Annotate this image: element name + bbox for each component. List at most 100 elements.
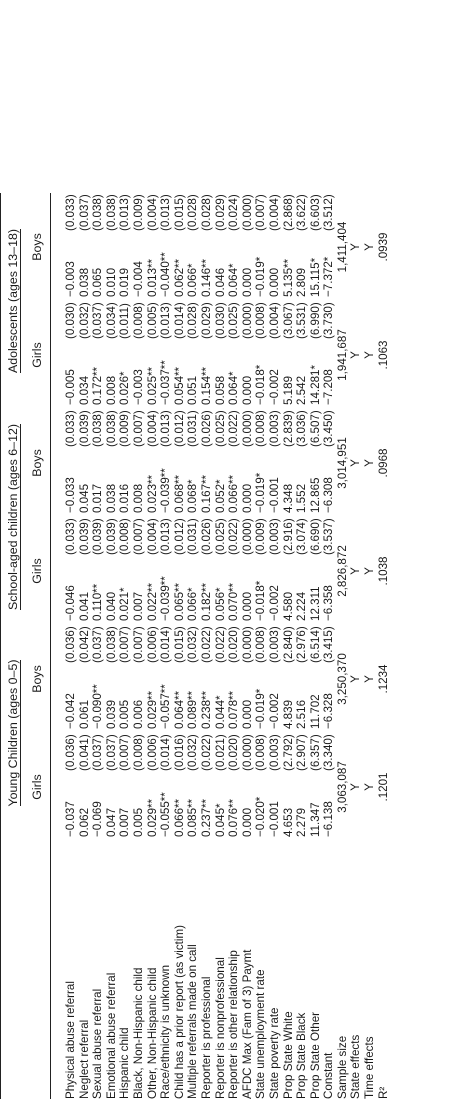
footer-value: .1038 bbox=[376, 556, 390, 586]
std-error-cell: (2.907) bbox=[295, 734, 309, 771]
std-error-cell: (0.037) bbox=[91, 302, 105, 339]
table-row: Emotional abuse referral 0.047 (0.037) 0.03… bbox=[105, 193, 119, 1099]
coefficient-cell: −7.372* bbox=[322, 256, 336, 297]
std-error-cell: (2.976) bbox=[295, 626, 309, 663]
std-error-cell: (3.531) bbox=[295, 302, 309, 339]
coefficient-cell: −0.069 bbox=[91, 801, 105, 837]
std-error-cell: (0.031) bbox=[186, 410, 200, 447]
footer-label: Sample size bbox=[335, 1035, 349, 1099]
table-row: Prop State Black 2.279 (2.907) 2.516 (2.976)… bbox=[295, 193, 309, 1099]
footer-value: .1063 bbox=[376, 340, 390, 370]
std-error-cell: (0.014) bbox=[159, 734, 173, 771]
std-error-cell: (0.008) bbox=[254, 302, 268, 339]
table-row: Multiple referrals made on call 0.085** (0… bbox=[186, 193, 200, 1099]
footer-value: Y bbox=[363, 459, 377, 467]
std-error-cell: (0.003) bbox=[267, 734, 281, 771]
coefficient-cell: −0.019* bbox=[254, 256, 268, 297]
row-label: Race/ethnicity is unknown bbox=[159, 964, 173, 1099]
coefficient-cell: 0.182** bbox=[199, 582, 213, 621]
coefficient-cell: 0.000 bbox=[240, 267, 254, 297]
coefficient-cell: 0.078** bbox=[227, 690, 241, 729]
std-error-cell: (0.009) bbox=[131, 194, 145, 231]
std-error-cell: (0.028) bbox=[199, 194, 213, 231]
corner-cell bbox=[3, 841, 25, 1099]
coefficient-cell: 0.000 bbox=[240, 591, 254, 621]
coefficient-cell: 0.038 bbox=[104, 483, 118, 513]
coefficient-cell: 0.000 bbox=[240, 375, 254, 405]
std-error-cell: (0.025) bbox=[213, 410, 227, 447]
std-error-cell: (0.005) bbox=[145, 302, 159, 339]
std-error-cell: (0.022) bbox=[199, 734, 213, 771]
std-error-cell: (0.026) bbox=[199, 518, 213, 555]
coefficient-cell: −0.033 bbox=[64, 477, 77, 513]
std-error-cell: (0.036) bbox=[64, 734, 77, 771]
std-error-cell: (0.008) bbox=[254, 626, 268, 663]
coefficient-cell: 0.000 bbox=[240, 483, 254, 513]
std-error-cell: (0.000) bbox=[240, 518, 254, 555]
coefficient-cell: 0.045* bbox=[213, 803, 227, 837]
coefficient-cell: 0.005 bbox=[118, 699, 132, 729]
coefficient-cell: 0.021* bbox=[118, 587, 132, 621]
row-label: Neglect referral bbox=[77, 1019, 91, 1099]
row-label: Reporter is professional bbox=[199, 976, 213, 1099]
std-error-cell: (2.868) bbox=[281, 194, 295, 231]
footer-value: Y bbox=[363, 783, 377, 791]
std-error-cell: (0.015) bbox=[172, 626, 186, 663]
coefficient-cell: 0.066** bbox=[227, 474, 241, 513]
std-error-cell: (2.792) bbox=[281, 734, 295, 771]
footer-value: Y bbox=[349, 783, 363, 791]
coefficient-cell: −0.037 bbox=[64, 801, 77, 837]
std-error-cell: (0.038) bbox=[91, 194, 105, 231]
table-row: State unemployment rate −0.020* (0.008) −0.… bbox=[254, 193, 268, 1099]
std-error-cell: (0.006) bbox=[145, 734, 159, 771]
footer-value: 1,941,687 bbox=[335, 329, 349, 381]
coefficient-cell: −0.020* bbox=[254, 796, 268, 837]
coefficient-cell: −0.040** bbox=[159, 252, 173, 297]
coefficient-cell: 0.062** bbox=[172, 258, 186, 297]
std-error-cell: (0.020) bbox=[227, 734, 241, 771]
row-label: Sexual abuse referral bbox=[91, 988, 105, 1099]
row-label: Reporter is other relationship bbox=[227, 950, 241, 1099]
std-error-cell: (0.000) bbox=[240, 734, 254, 771]
std-error-cell: (0.004) bbox=[145, 194, 159, 231]
coefficient-cell: 0.040 bbox=[104, 591, 118, 621]
std-error-cell: (0.003) bbox=[267, 410, 281, 447]
coefficient-cell: 0.154** bbox=[199, 366, 213, 405]
std-error-cell: (3.512) bbox=[322, 194, 336, 231]
coefficient-cell: 15.115* bbox=[308, 257, 322, 297]
std-error-cell: (0.007) bbox=[118, 626, 132, 663]
coefficient-cell: −6.308 bbox=[322, 477, 336, 513]
coefficient-cell: 0.000 bbox=[267, 267, 281, 297]
std-error-cell: (0.034) bbox=[104, 302, 118, 339]
std-error-cell: (0.004) bbox=[145, 518, 159, 555]
std-error-cell: (0.024) bbox=[227, 194, 241, 231]
std-error-cell: (0.032) bbox=[186, 626, 200, 663]
std-error-cell: (0.022) bbox=[227, 518, 241, 555]
coefficient-cell: 11.347 bbox=[308, 802, 322, 837]
coefficient-cell: −0.002 bbox=[267, 693, 281, 729]
coefficient-cell: 0.065** bbox=[172, 582, 186, 621]
std-error-cell: (3.074) bbox=[295, 518, 309, 555]
table-row: Sexual abuse referral −0.069 (0.037) −0.090… bbox=[91, 193, 105, 1099]
row-label: Physical abuse referral bbox=[64, 981, 77, 1099]
std-error-cell: (0.013) bbox=[159, 194, 173, 231]
coefficient-cell: −0.042 bbox=[64, 693, 77, 729]
footer-value: Y bbox=[349, 675, 363, 683]
coefficient-cell: 0.066** bbox=[172, 798, 186, 837]
coefficient-cell: 0.007 bbox=[118, 807, 132, 837]
coefficient-cell: 0.056* bbox=[213, 587, 227, 621]
coefficient-cell: 0.041 bbox=[77, 591, 91, 621]
std-error-cell: (0.038) bbox=[104, 410, 118, 447]
coefficient-cell: 0.064* bbox=[227, 263, 241, 297]
coefficient-cell: −0.001 bbox=[267, 477, 281, 513]
coefficient-cell: −0.003 bbox=[131, 369, 145, 405]
std-error-cell: (0.038) bbox=[104, 194, 118, 231]
std-error-cell: (0.003) bbox=[267, 518, 281, 555]
table-footer: Sample size 3,063,087 3,250,370 2,826,872 3,… bbox=[336, 193, 390, 1099]
row-label: Prop State Black bbox=[295, 1012, 309, 1099]
row-label: State poverty rate bbox=[267, 1007, 281, 1099]
std-error-cell: (0.028) bbox=[186, 302, 200, 339]
coefficient-cell: 0.008 bbox=[131, 483, 145, 513]
std-error-cell: (2.916) bbox=[281, 518, 295, 555]
coefficient-cell: 0.085** bbox=[186, 798, 200, 837]
